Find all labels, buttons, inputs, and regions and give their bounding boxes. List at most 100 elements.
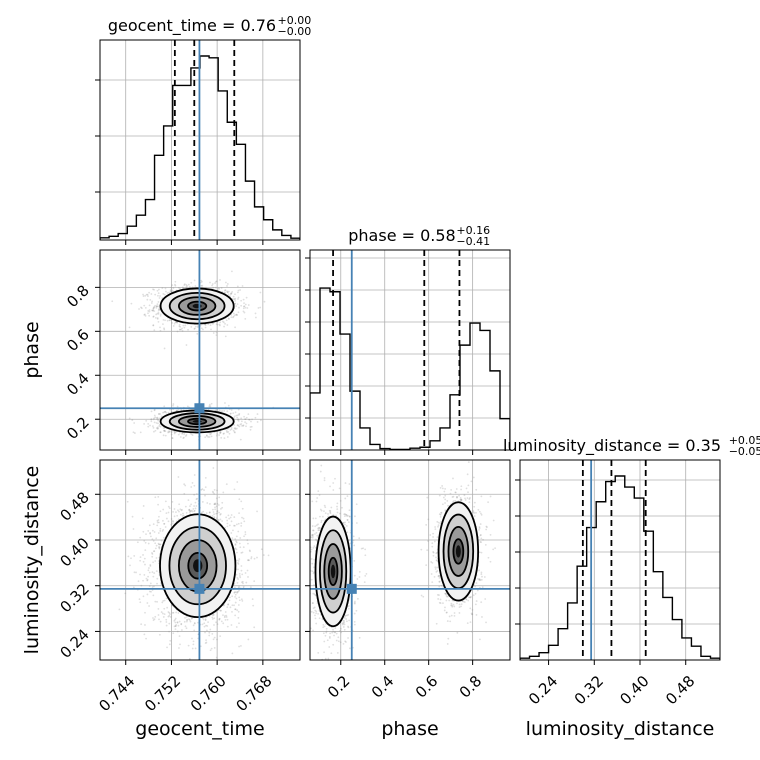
sample-point	[146, 593, 149, 596]
sample-point	[178, 325, 181, 328]
sample-point	[152, 539, 155, 542]
sample-point	[218, 323, 221, 326]
sample-point	[185, 434, 188, 436]
sample-point	[151, 425, 154, 428]
sample-point	[164, 287, 167, 290]
sample-point	[215, 621, 217, 624]
sample-point	[245, 296, 248, 299]
sample-point	[235, 548, 238, 551]
sample-point	[163, 347, 166, 350]
sample-point	[200, 327, 203, 330]
sample-point	[194, 327, 196, 330]
sample-point	[215, 409, 217, 412]
sample-point	[168, 507, 171, 510]
sample-point	[154, 542, 157, 545]
sample-point	[240, 417, 243, 420]
sample-point	[157, 542, 160, 545]
sample-point	[155, 427, 158, 429]
sample-point	[157, 503, 159, 506]
sample-point	[210, 647, 213, 650]
sample-point	[157, 312, 160, 315]
sample-point	[244, 303, 247, 306]
sample-point	[160, 415, 163, 418]
sample-point	[153, 531, 156, 533]
sample-point	[153, 585, 155, 588]
sample-point	[233, 298, 236, 301]
sample-point	[178, 510, 180, 513]
sample-point	[203, 489, 205, 491]
sample-point	[152, 575, 155, 578]
sample-point	[150, 418, 153, 421]
sample-point	[182, 514, 185, 517]
sample-point	[181, 629, 183, 631]
sample-point	[149, 424, 151, 427]
sample-point	[173, 322, 176, 325]
sample-point	[153, 414, 156, 417]
sample-point	[222, 321, 225, 324]
sample-point	[176, 330, 179, 333]
sample-point	[194, 501, 197, 504]
sample-point	[128, 326, 131, 329]
sample-point	[248, 418, 251, 421]
sample-point	[230, 428, 233, 431]
sample-point	[174, 283, 176, 286]
sample-point	[179, 643, 181, 646]
sample-point	[147, 422, 150, 425]
sample-point	[153, 306, 156, 308]
sample-point	[158, 545, 160, 548]
sample-point	[224, 335, 227, 338]
sample-point	[242, 585, 245, 588]
sample-point	[237, 289, 240, 292]
sample-point	[236, 591, 239, 594]
sample-point	[142, 295, 145, 297]
sample-point	[155, 544, 158, 547]
sample-point	[221, 501, 224, 504]
sample-point	[239, 546, 242, 549]
sample-point	[220, 436, 223, 439]
sample-point	[143, 557, 146, 560]
sample-point	[205, 624, 207, 627]
sample-point	[204, 324, 207, 326]
sample-point	[237, 610, 240, 613]
sample-point	[184, 324, 187, 327]
sample-point	[227, 603, 230, 606]
sample-point	[218, 434, 221, 436]
sample-point	[177, 286, 180, 289]
sample-point	[212, 286, 215, 289]
sample-point	[247, 413, 250, 416]
sample-point	[230, 624, 233, 626]
sample-point	[235, 313, 238, 316]
sample-point	[177, 624, 180, 627]
sample-point	[240, 645, 242, 647]
sample-point	[243, 311, 246, 314]
sample-point	[133, 422, 136, 424]
sample-point	[238, 596, 241, 599]
sample-point	[181, 330, 184, 332]
sample-point	[156, 427, 159, 430]
sample-point	[241, 580, 244, 583]
sample-point	[162, 508, 165, 511]
sample-point	[143, 423, 145, 425]
sample-point	[174, 628, 177, 630]
sample-point	[235, 541, 238, 544]
sample-point	[223, 409, 226, 412]
sample-point	[152, 324, 155, 327]
sample-point	[158, 417, 161, 420]
contour-line	[187, 417, 208, 426]
sample-point	[164, 500, 167, 503]
sample-point	[233, 415, 236, 418]
sample-point	[210, 328, 212, 331]
sample-point	[156, 305, 158, 308]
sample-point	[197, 325, 199, 327]
sample-point	[165, 624, 168, 627]
sample-point	[219, 431, 222, 434]
sample-point	[253, 557, 256, 560]
sample-point	[152, 315, 155, 318]
sample-point	[162, 427, 165, 429]
sample-point	[146, 579, 149, 582]
sample-point	[159, 431, 162, 434]
sample-point	[163, 607, 166, 610]
sample-point	[219, 279, 221, 281]
sample-point	[166, 606, 169, 609]
sample-point	[190, 281, 193, 284]
